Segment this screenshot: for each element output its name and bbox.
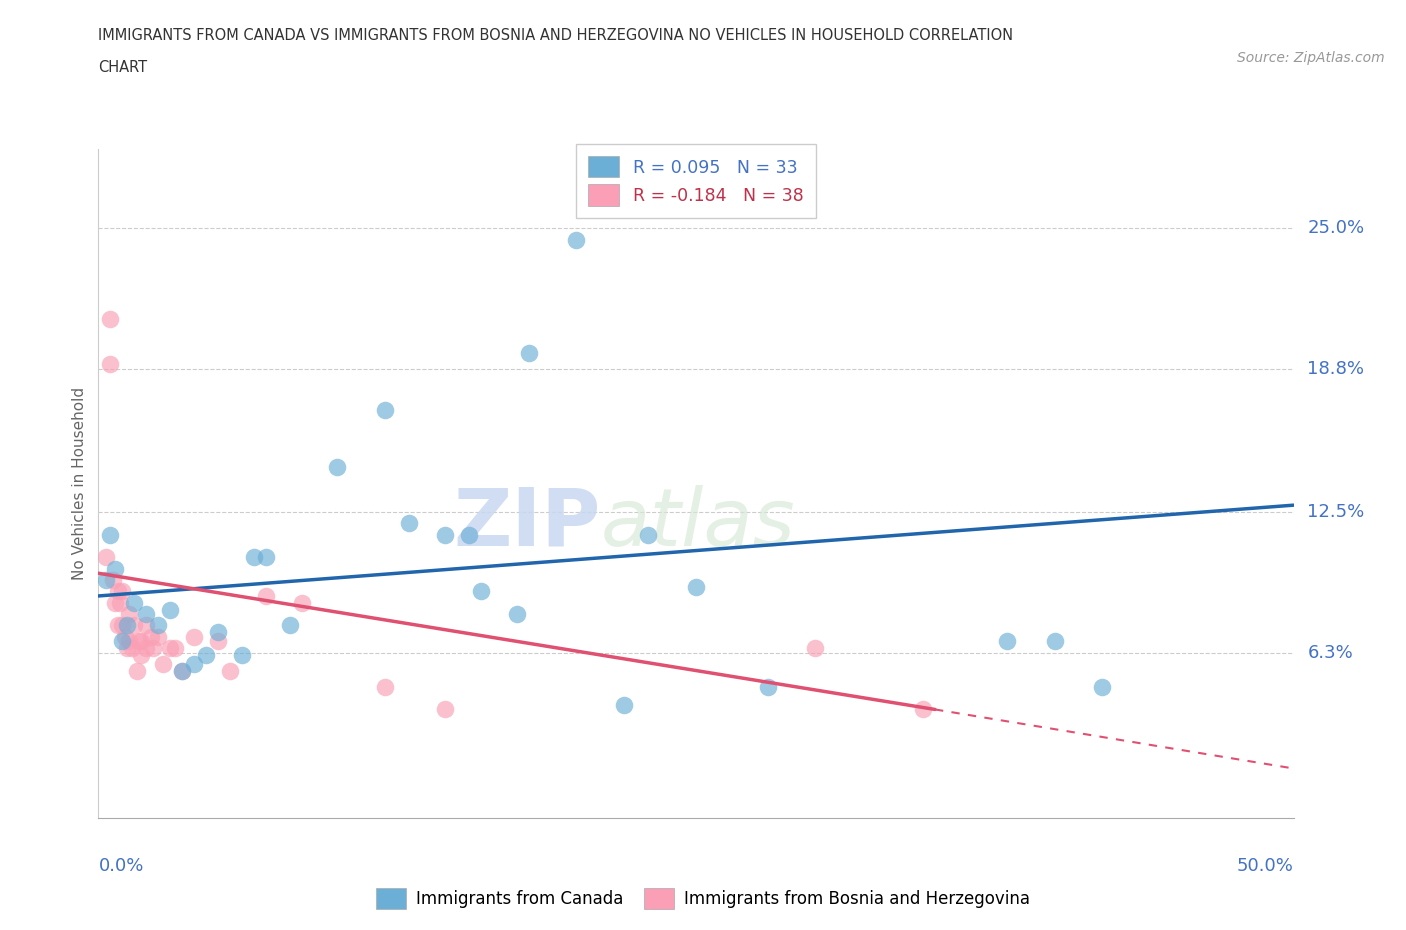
- Point: [118, 606, 141, 621]
- Point: [131, 647, 153, 662]
- Text: Source: ZipAtlas.com: Source: ZipAtlas.com: [1237, 51, 1385, 65]
- Point: [374, 403, 396, 418]
- Text: 12.5%: 12.5%: [1308, 503, 1365, 521]
- Point: [685, 579, 707, 594]
- Point: [98, 312, 122, 326]
- Text: 6.3%: 6.3%: [1308, 644, 1353, 662]
- Text: 50.0%: 50.0%: [1237, 857, 1294, 875]
- Point: [115, 641, 138, 656]
- Point: [142, 641, 165, 656]
- Text: atlas: atlas: [600, 485, 796, 563]
- Point: [183, 657, 205, 671]
- Point: [995, 634, 1018, 649]
- Point: [114, 630, 136, 644]
- Point: [207, 625, 229, 640]
- Point: [104, 562, 127, 577]
- Point: [148, 618, 170, 633]
- Point: [804, 641, 827, 656]
- Point: [207, 634, 229, 649]
- Point: [565, 232, 588, 247]
- Point: [111, 584, 134, 599]
- Point: [107, 584, 129, 599]
- Point: [194, 647, 217, 662]
- Point: [506, 606, 529, 621]
- Legend: R = 0.095   N = 33, R = -0.184   N = 38: R = 0.095 N = 33, R = -0.184 N = 38: [576, 144, 815, 218]
- Point: [121, 641, 143, 656]
- Point: [152, 657, 174, 671]
- Point: [159, 641, 181, 656]
- Point: [94, 573, 117, 588]
- Point: [128, 634, 150, 649]
- Text: 25.0%: 25.0%: [1308, 219, 1365, 237]
- Point: [637, 527, 659, 542]
- Point: [148, 630, 170, 644]
- Point: [613, 698, 636, 712]
- Text: IMMIGRANTS FROM CANADA VS IMMIGRANTS FROM BOSNIA AND HERZEGOVINA NO VEHICLES IN : IMMIGRANTS FROM CANADA VS IMMIGRANTS FRO…: [98, 28, 1014, 43]
- Point: [458, 527, 481, 542]
- Point: [517, 346, 540, 361]
- Point: [107, 618, 129, 633]
- Point: [433, 527, 456, 542]
- Point: [98, 527, 122, 542]
- Legend: Immigrants from Canada, Immigrants from Bosnia and Herzegovina: Immigrants from Canada, Immigrants from …: [368, 880, 1038, 917]
- Point: [139, 630, 162, 644]
- Point: [1043, 634, 1066, 649]
- Point: [124, 618, 146, 633]
- Point: [125, 663, 148, 678]
- Point: [756, 679, 779, 694]
- Point: [470, 584, 492, 599]
- Point: [243, 550, 266, 565]
- Point: [433, 702, 456, 717]
- Point: [163, 641, 186, 656]
- Point: [115, 618, 138, 633]
- Point: [278, 618, 301, 633]
- Point: [911, 702, 934, 717]
- Point: [135, 606, 157, 621]
- Point: [135, 641, 157, 656]
- Point: [111, 618, 134, 633]
- Point: [101, 573, 124, 588]
- Point: [94, 550, 117, 565]
- Point: [231, 647, 253, 662]
- Point: [98, 357, 122, 372]
- Point: [254, 550, 277, 565]
- Point: [104, 595, 127, 610]
- Point: [398, 516, 420, 531]
- Point: [159, 602, 181, 617]
- Text: CHART: CHART: [98, 60, 148, 75]
- Point: [326, 459, 349, 474]
- Point: [131, 634, 153, 649]
- Point: [108, 595, 131, 610]
- Text: 18.8%: 18.8%: [1308, 360, 1364, 378]
- Point: [135, 618, 157, 633]
- Point: [219, 663, 242, 678]
- Point: [1091, 679, 1114, 694]
- Point: [172, 663, 194, 678]
- Point: [254, 589, 277, 604]
- Y-axis label: No Vehicles in Household: No Vehicles in Household: [72, 387, 87, 580]
- Point: [124, 595, 146, 610]
- Point: [172, 663, 194, 678]
- Text: ZIP: ZIP: [453, 485, 600, 563]
- Text: 0.0%: 0.0%: [98, 857, 143, 875]
- Point: [118, 634, 141, 649]
- Point: [111, 634, 134, 649]
- Point: [183, 630, 205, 644]
- Point: [374, 679, 396, 694]
- Point: [290, 595, 312, 610]
